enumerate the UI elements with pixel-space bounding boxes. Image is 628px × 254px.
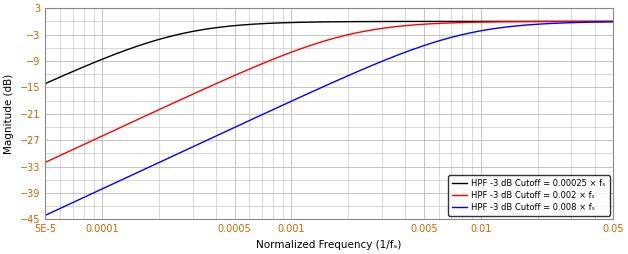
HPF -3 dB Cutoff = 0.00025 × fₛ — [144, 41, 152, 44]
HPF -3 dB Cutoff = 0.00025 × fₛ — [508, 20, 516, 23]
HPF -3 dB Cutoff = 0.002 × fₛ — [508, 20, 516, 23]
HPF -3 dB Cutoff = 0.002 × fₛ — [382, 26, 389, 29]
Line: HPF -3 dB Cutoff = 0.00025 × fₛ: HPF -3 dB Cutoff = 0.00025 × fₛ — [45, 21, 613, 84]
Legend: HPF -3 dB Cutoff = 0.00025 × fₛ, HPF -3 dB Cutoff = 0.002 × fₛ, HPF -3 dB Cutoff: HPF -3 dB Cutoff = 0.00025 × fₛ, HPF -3 … — [448, 175, 610, 216]
Line: HPF -3 dB Cutoff = 0.002 × fₛ: HPF -3 dB Cutoff = 0.002 × fₛ — [45, 21, 613, 162]
HPF -3 dB Cutoff = 0.008 × fₛ — [258, 113, 266, 116]
HPF -3 dB Cutoff = 0.002 × fₛ — [144, 113, 152, 116]
X-axis label: Normalized Frequency (1/fₛ): Normalized Frequency (1/fₛ) — [256, 240, 402, 250]
Line: HPF -3 dB Cutoff = 0.008 × fₛ: HPF -3 dB Cutoff = 0.008 × fₛ — [45, 22, 613, 215]
HPF -3 dB Cutoff = 0.008 × fₛ — [144, 166, 152, 169]
HPF -3 dB Cutoff = 0.00025 × fₛ — [382, 20, 389, 23]
HPF -3 dB Cutoff = 0.00025 × fₛ — [465, 20, 473, 23]
HPF -3 dB Cutoff = 0.00025 × fₛ — [41, 82, 49, 85]
Y-axis label: Magnitude (dB): Magnitude (dB) — [4, 74, 14, 154]
HPF -3 dB Cutoff = 0.008 × fₛ — [411, 47, 418, 50]
HPF -3 dB Cutoff = 0.002 × fₛ — [41, 161, 49, 164]
HPF -3 dB Cutoff = 0.00025 × fₛ — [411, 20, 418, 23]
HPF -3 dB Cutoff = 0.002 × fₛ — [258, 62, 266, 65]
HPF -3 dB Cutoff = 0.008 × fₛ — [465, 32, 473, 35]
HPF -3 dB Cutoff = 0.008 × fₛ — [382, 58, 389, 61]
HPF -3 dB Cutoff = 0.002 × fₛ — [465, 21, 473, 24]
HPF -3 dB Cutoff = 0.008 × fₛ — [41, 214, 49, 217]
HPF -3 dB Cutoff = 0.008 × fₛ — [609, 20, 617, 23]
HPF -3 dB Cutoff = 0.008 × fₛ — [508, 25, 516, 28]
HPF -3 dB Cutoff = 0.00025 × fₛ — [258, 22, 266, 25]
HPF -3 dB Cutoff = 0.002 × fₛ — [411, 23, 418, 26]
HPF -3 dB Cutoff = 0.00025 × fₛ — [609, 20, 617, 23]
HPF -3 dB Cutoff = 0.002 × fₛ — [609, 20, 617, 23]
